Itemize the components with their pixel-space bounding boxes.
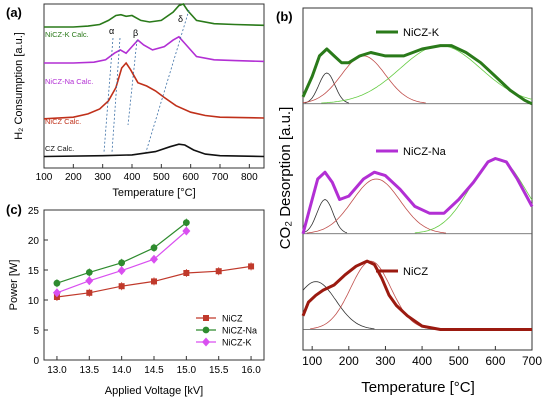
panel-b-series-line	[301, 44, 533, 106]
panel-c-y-tick-label: 10	[28, 296, 40, 307]
panel-a-series-label: NiCZ Calc.	[45, 117, 81, 126]
panel-b-fit-component	[302, 281, 375, 330]
panel-b-x-tick-label: 300	[375, 354, 395, 368]
panel-b-label: (b)	[276, 9, 293, 24]
panel-c-label: (c)	[6, 202, 22, 217]
panel-b: (b) 100 200 300 400 500 600 700 Temperature [°…	[276, 7, 542, 396]
panel-b-x-tick-label: 600	[485, 354, 505, 368]
panel-c-x-axis-label: Applied Voltage [kV]	[105, 385, 203, 397]
panel-c-ticks: 0 5 10 15 20 25 13.0 13.5 14.0 14.5 15.0 15.5 16.0	[28, 206, 261, 376]
data-point-diamond	[182, 226, 191, 236]
panel-c-x-tick-label: 13.5	[80, 365, 100, 376]
beta-peak-annotation: β	[133, 28, 138, 38]
panel-a-x-tick-label: 600	[182, 172, 199, 183]
data-point-circle	[53, 279, 61, 287]
panel-a-series-line	[43, 61, 265, 120]
panel-c-x-tick-label: 15.0	[177, 365, 197, 376]
panel-c-x-tick-label: 16.0	[241, 365, 261, 376]
panel-c-legend-label: NiCZ-K	[222, 338, 252, 348]
alpha-peak-annotation: α	[109, 26, 114, 36]
panel-c-y-tick-label: 15	[28, 266, 40, 277]
data-point-diamond	[52, 288, 61, 298]
panel-b-x-tick-label: 100	[302, 354, 322, 368]
data-point-circle	[202, 326, 210, 334]
panel-a-series-line	[44, 3, 265, 28]
panel-c-legend-label: NiCZ	[222, 314, 243, 324]
alpha-guide-line	[103, 37, 114, 153]
panel-a-label: (a)	[6, 5, 22, 20]
panel-a-y-axis-label: H₂ Consumption [a.u.]	[13, 32, 25, 140]
panel-b-fit-components	[302, 45, 533, 330]
panel-a-x-tick-label: 700	[212, 172, 229, 183]
panel-a-x-tick-label: 100	[36, 172, 53, 183]
panel-a-x-tick-label: 300	[94, 172, 111, 183]
legend-label-nicz-k: NiCZ-K	[403, 27, 440, 39]
panel-a-plot-area	[43, 3, 265, 158]
panel-a-series-line	[44, 35, 265, 64]
legend-label-nicz-na: NiCZ-Na	[403, 146, 447, 158]
panel-b-series-line	[301, 157, 534, 235]
panel-a-frame	[43, 3, 265, 169]
panel-a-x-tick-label: 800	[241, 172, 258, 183]
data-point-diamond	[150, 254, 158, 264]
panel-c-x-tick-label: 15.5	[209, 365, 229, 376]
panel-b-x-tick-label: 700	[522, 354, 542, 368]
data-point-diamond	[202, 337, 210, 347]
panel-c-x-tick-label: 13.0	[47, 365, 67, 376]
panel-b-frame	[302, 7, 533, 351]
panel-c-y-tick-label: 0	[33, 356, 39, 367]
panel-a-x-tick-label: 400	[124, 172, 141, 183]
panel-a-series-line	[43, 143, 265, 158]
panel-b-fit-component	[304, 72, 349, 104]
panel-c-y-tick-label: 20	[28, 236, 40, 247]
panel-a-x-axis-label: Temperature [°C]	[112, 187, 195, 199]
panel-c-y-axis-label: Power [W]	[8, 260, 20, 311]
data-point-circle	[118, 259, 126, 267]
delta-peak-annotation: δ	[178, 14, 183, 24]
panel-b-x-tick-label: 500	[449, 354, 469, 368]
panel-c-x-tick-label: 14.0	[112, 365, 132, 376]
legend-label-nicz: NiCZ	[403, 266, 428, 278]
beta-guide-line	[127, 39, 138, 126]
panel-b-fit-component	[414, 158, 533, 234]
data-point-square	[215, 268, 222, 275]
panel-a-x-tick-label: 500	[153, 172, 170, 183]
panel-c-y-tick-label: 25	[28, 206, 40, 217]
panel-b-y-axis-label: CO₂ Desorption [a.u.]	[277, 107, 294, 250]
panel-c-plot-area	[52, 218, 255, 301]
alpha-guide-line	[111, 37, 121, 153]
panel-b-plot-area	[301, 44, 534, 331]
data-point-square	[203, 315, 209, 321]
delta-guide-line	[145, 9, 190, 153]
panel-b-fit-component	[306, 178, 446, 234]
panel-c-legend: NiCZ NiCZ-Na NiCZ-K	[196, 314, 257, 348]
data-point-square	[248, 263, 255, 270]
panel-a-series-label: NiCZ-K Calc.	[45, 30, 89, 39]
data-point-circle	[85, 269, 93, 276]
panel-c-x-tick-label: 14.5	[144, 365, 164, 376]
panel-a-x-ticks: 100 200 300 400 500 600 700 800	[36, 164, 258, 183]
panel-c: (c) 0 5 10 15 20 25 13.0 13.5 14.0 14.5 15.0 15.5 16…	[6, 202, 265, 397]
panel-b-x-tick-label: 400	[412, 354, 432, 368]
data-point-circle	[182, 219, 190, 227]
data-point-circle	[150, 244, 158, 252]
panel-a-x-tick-label: 200	[65, 172, 82, 183]
panel-b-x-tick-label: 200	[339, 354, 359, 368]
panel-b-x-ticks: 100 200 300 400 500 600 700	[302, 346, 542, 368]
panel-c-legend-label: NiCZ-Na	[222, 326, 257, 336]
data-point-diamond	[85, 276, 94, 286]
data-point-square	[151, 278, 157, 285]
panel-c-y-tick-label: 5	[33, 326, 39, 337]
data-point-square	[183, 270, 190, 276]
panel-b-fit-component	[321, 45, 533, 104]
panel-b-x-axis-label: Temperature [°C]	[361, 379, 475, 396]
panel-a-series-label: NiCZ-Na Calc.	[45, 77, 93, 86]
panel-a-series-label: CZ Calc.	[45, 144, 74, 153]
panel-a: (a) 100 200 300 400 500 600 700 800 Temperature…	[6, 3, 265, 199]
data-point-square	[86, 289, 93, 296]
data-point-square	[118, 283, 125, 290]
data-point-diamond	[117, 266, 126, 276]
panel-b-fit-component	[302, 199, 348, 234]
